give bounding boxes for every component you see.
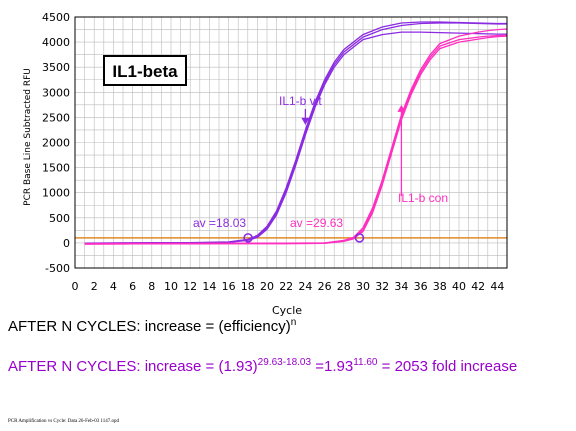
footer-caption: PCR Amplification vs Cycle: Data 26-Feb-… — [8, 419, 120, 424]
x-tick-label: 8 — [148, 280, 155, 293]
x-tick-label: 42 — [471, 280, 485, 293]
x-tick-label: 4 — [110, 280, 117, 293]
y-tick-label: 2000 — [42, 137, 70, 150]
arrow-con-head — [397, 104, 406, 112]
x-tick-label: 30 — [356, 280, 370, 293]
x-tick-label: 28 — [337, 280, 351, 293]
x-tick-label: 20 — [260, 280, 274, 293]
exponent-cycle-difference: 29.63-18.03 — [257, 357, 312, 368]
x-tick-label: 24 — [298, 280, 312, 293]
y-tick-label: 0 — [63, 237, 70, 250]
x-tick-label: 40 — [452, 280, 466, 293]
equation-general-text: AFTER N CYCLES: increase = (efficiency) — [8, 318, 291, 335]
grid — [75, 17, 507, 268]
y-tick-label: -500 — [45, 262, 70, 275]
equation-specific-result: = 2053 fold increase — [377, 358, 518, 375]
y-tick-label: 3000 — [42, 86, 70, 99]
y-tick-label: 1000 — [42, 187, 70, 200]
series-line-con — [84, 35, 508, 245]
title-box: IL1-beta — [103, 55, 187, 86]
equation-specific-mid: =1.93 — [311, 358, 354, 375]
y-tick-label: 4000 — [42, 36, 70, 49]
x-tick-label: 6 — [129, 280, 136, 293]
x-tick-label: 38 — [433, 280, 447, 293]
series-lines — [75, 21, 508, 245]
x-axis-label: Cycle — [272, 304, 302, 317]
threshold-cycle-marker — [354, 233, 365, 243]
y-tick-label: 3500 — [42, 61, 70, 74]
tick-labels: 0 2 4 6 8 10 12 14 16 18 20 22 24 26 28 30 32 34 36 38 40 42 4… — [42, 11, 504, 293]
equation-specific-prefix: AFTER N CYCLES: increase = (1.93) — [8, 358, 258, 375]
equation-specific: AFTER N CYCLES: increase = (1.93)29.63-1… — [8, 357, 518, 376]
y-axis-label: PCR Base Line Subtracted RFU — [23, 68, 33, 206]
arrow-vit-head — [301, 117, 310, 125]
x-tick-label: 12 — [183, 280, 197, 293]
y-tick-label: 500 — [49, 212, 70, 225]
x-tick-label: 36 — [414, 280, 428, 293]
series-line-vit — [84, 31, 507, 245]
exponent-n: n — [290, 317, 297, 328]
x-tick-label: 26 — [318, 280, 332, 293]
x-tick-label: 16 — [222, 280, 236, 293]
x-tick-label: 0 — [72, 280, 79, 293]
label-av-con: av =29.63 — [290, 216, 343, 230]
annotations: av =18.03 av =29.63 IL1-b vit IL1-b con — [193, 94, 448, 243]
exponent-11-60: 11.60 — [353, 357, 378, 368]
chart-title: IL1-beta — [112, 62, 178, 81]
threshold-cycle-marker — [243, 233, 253, 243]
label-il1b-con: IL1-b con — [398, 191, 448, 205]
x-tick-label: 18 — [241, 280, 255, 293]
x-tick-label: 2 — [91, 280, 98, 293]
plot-frame — [74, 16, 508, 269]
pcr-amplification-chart: 0 2 4 6 8 10 12 14 16 18 20 22 24 26 28 30 32 34 36 38 40 42 4… — [23, 11, 508, 317]
label-av-vit: av =18.03 — [193, 216, 246, 230]
x-tick-label: 34 — [394, 280, 408, 293]
equation-general: AFTER N CYCLES: increase = (efficiency)n — [8, 317, 297, 336]
y-tick-label: 4500 — [42, 11, 70, 24]
y-tick-label: 2500 — [42, 111, 70, 124]
x-tick-label: 44 — [490, 280, 504, 293]
x-tick-label: 14 — [202, 280, 216, 293]
x-tick-label: 10 — [164, 280, 178, 293]
x-tick-label: 22 — [279, 280, 293, 293]
y-tick-label: 1500 — [42, 162, 70, 175]
label-il1b-vit: IL1-b vit — [279, 94, 322, 108]
x-tick-label: 32 — [375, 280, 389, 293]
